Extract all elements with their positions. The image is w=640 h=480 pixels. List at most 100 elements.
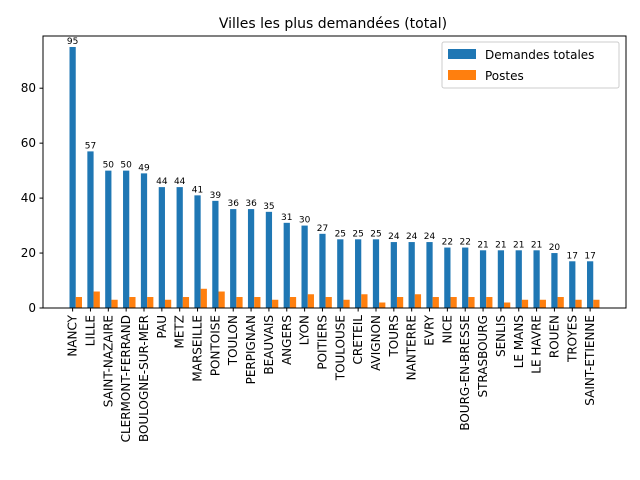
bar-demandes — [355, 239, 362, 308]
bar-postes — [539, 299, 546, 308]
x-tick-label: BOULOGNE-SUR-MER — [137, 315, 151, 442]
data-label: 57 — [85, 141, 96, 151]
x-tick-label: NANTERRE — [405, 315, 419, 380]
x-tick-label: LE MANS — [512, 315, 526, 368]
data-label: 49 — [138, 163, 150, 173]
x-tick-label: ANGERS — [280, 315, 294, 365]
data-label: 22 — [442, 238, 453, 248]
bar-demandes — [247, 209, 255, 308]
bar-postes — [325, 297, 332, 308]
bar-demandes — [462, 247, 469, 308]
bar-demandes — [158, 187, 165, 308]
x-tick-label: STRASBOURG — [476, 315, 490, 398]
x-tick-label: CRETEIL — [351, 315, 365, 365]
bar-postes — [236, 297, 243, 308]
bar-postes — [521, 299, 529, 308]
bar-demandes — [515, 250, 522, 308]
data-label: 25 — [352, 229, 363, 239]
bar-postes — [575, 299, 582, 308]
x-tick-label: SENLIS — [494, 315, 508, 357]
bar-demandes — [444, 247, 451, 308]
plot-frame — [42, 35, 627, 309]
x-tick-label: ROUEN — [547, 315, 561, 358]
data-label: 95 — [67, 37, 78, 47]
bar-demandes — [587, 261, 594, 308]
bar-postes — [432, 297, 439, 308]
data-label: 21 — [477, 240, 488, 250]
data-label: 50 — [120, 161, 132, 171]
bar-postes — [414, 294, 422, 308]
bar-postes — [450, 297, 457, 308]
x-tick-label: TOULON — [226, 315, 240, 366]
bar-postes — [486, 297, 493, 308]
bar-demandes — [372, 239, 380, 308]
legend-swatch — [448, 70, 476, 80]
data-label: 41 — [192, 185, 203, 195]
legend-swatch — [448, 49, 476, 59]
bar-postes — [93, 291, 100, 308]
data-labels-layer: 95 57 50 50 49 44 44 41 39 36 36 35 31 30 27 25 25 25 24 24… — [67, 37, 596, 261]
legend: Demandes totales Postes — [441, 41, 620, 89]
x-tick-label: LE HAVRE — [530, 315, 544, 374]
bar-demandes — [408, 242, 415, 308]
legend-frame — [441, 41, 620, 89]
bar-postes — [593, 299, 600, 308]
data-label: 31 — [281, 213, 292, 223]
chart-title: Villes les plus demandées (total) — [219, 16, 447, 32]
y-tick-label: 80 — [21, 81, 36, 95]
x-tick-label: NICE — [440, 315, 454, 343]
data-label: 39 — [210, 191, 222, 201]
bar-postes — [504, 302, 511, 308]
x-tick-label: PAU — [155, 315, 169, 338]
y-tick-label: 0 — [28, 301, 36, 315]
data-label: 25 — [370, 229, 381, 239]
data-label: 50 — [103, 161, 115, 171]
x-tick-label: AVIGNON — [369, 315, 383, 371]
legend-label: Postes — [485, 69, 524, 83]
legend-label: Demandes totales — [485, 48, 594, 62]
bar-demandes — [533, 250, 540, 308]
bar-demandes — [569, 261, 576, 308]
data-label: 17 — [584, 251, 595, 261]
bar-postes — [272, 299, 279, 308]
x-axis: NANCY LILLE SAINT-NAZAIRE CLERMONT-FERRAND B… — [66, 308, 597, 442]
x-tick-label: LILLE — [83, 315, 97, 346]
data-label: 21 — [513, 240, 524, 250]
y-tick-label: 40 — [21, 191, 36, 205]
x-tick-label: PERPIGNAN — [244, 315, 258, 384]
data-label: 30 — [299, 216, 311, 226]
bar-postes — [75, 297, 82, 308]
data-label: 24 — [388, 232, 400, 242]
x-tick-label: TOULOUSE — [333, 315, 347, 381]
x-tick-label: BEAUVAIS — [262, 315, 276, 375]
data-label: 27 — [317, 224, 328, 234]
data-label: 25 — [335, 229, 346, 239]
bar-postes — [307, 294, 314, 308]
data-label: 21 — [531, 240, 542, 250]
x-tick-label: SAINT-ETIENNE — [583, 315, 597, 406]
bar-demandes — [212, 200, 219, 308]
data-label: 44 — [174, 177, 186, 187]
bar-postes — [379, 302, 386, 308]
y-axis: 0 20 40 60 80 — [21, 81, 43, 315]
bar-demandes — [337, 239, 344, 308]
y-tick-label: 20 — [21, 246, 36, 260]
x-tick-label: PONTOISE — [208, 315, 222, 376]
data-label: 21 — [495, 240, 506, 250]
bar-demandes — [265, 211, 273, 308]
x-tick-label: CLERMONT-FERRAND — [119, 315, 133, 442]
data-label: 17 — [567, 251, 578, 261]
bar-demandes — [390, 242, 397, 308]
bar-demandes — [551, 253, 558, 308]
data-label: 20 — [549, 243, 561, 253]
data-label: 24 — [424, 232, 436, 242]
bar-postes — [468, 297, 475, 308]
x-tick-label: EVRY — [423, 314, 437, 345]
x-tick-label: LYON — [298, 315, 312, 345]
y-tick-label: 60 — [21, 136, 36, 150]
bar-demandes — [140, 173, 148, 308]
x-tick-label: TOURS — [387, 315, 401, 358]
bar-demandes — [105, 170, 112, 308]
x-tick-label: NANCY — [66, 314, 80, 356]
